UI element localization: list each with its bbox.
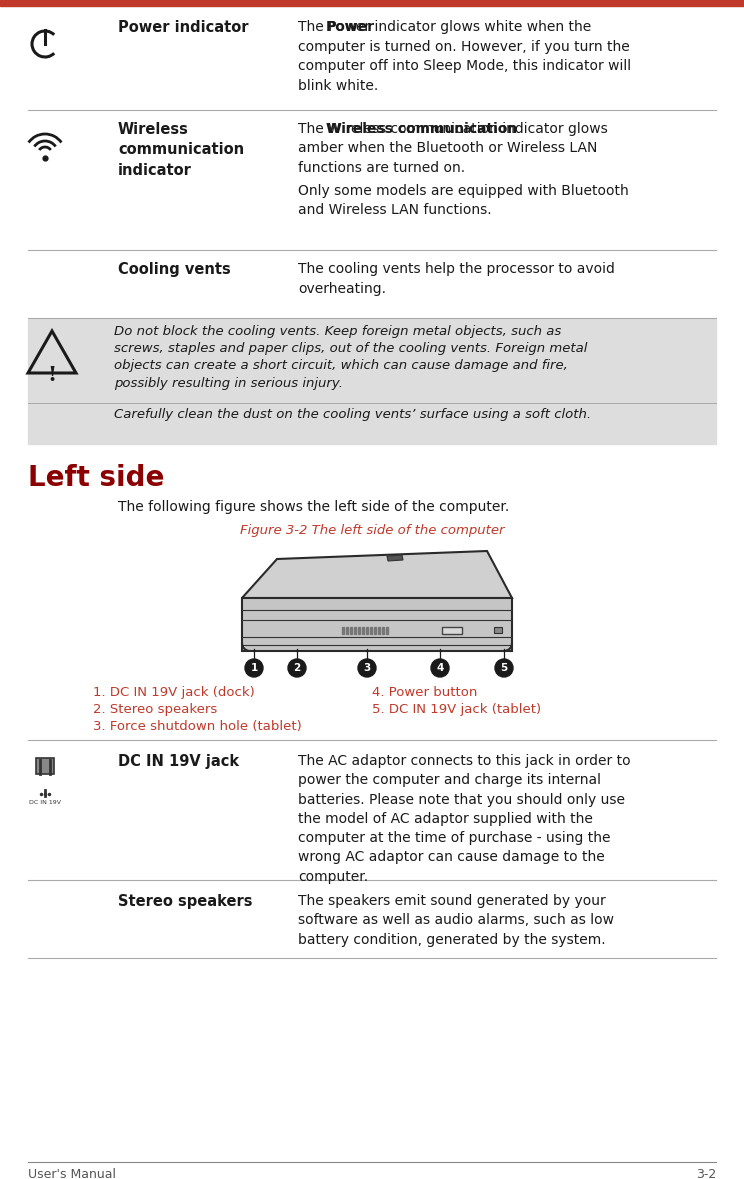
Bar [346,627,348,634]
Text: 4: 4 [436,663,443,673]
Text: 3. Force shutdown hole (tablet): 3. Force shutdown hole (tablet) [93,720,302,733]
Text: 3-2: 3-2 [696,1168,716,1179]
Text: Only some models are equipped with Bluetooth
and Wireless LAN functions.: Only some models are equipped with Bluet… [298,184,629,217]
Text: The Wireless communication indicator glows
amber when the Bluetooth or Wireless : The Wireless communication indicator glo… [298,121,608,174]
Text: DC IN 19V: DC IN 19V [29,801,61,805]
Bar [354,627,356,634]
Text: User's Manual: User's Manual [28,1168,116,1179]
Bar [362,627,364,634]
Circle shape [288,659,306,677]
Text: Left side: Left side [28,465,164,492]
Circle shape [495,659,513,677]
Bar [350,627,352,634]
Text: Power: Power [326,20,375,34]
Text: The AC adaptor connects to this jack in order to
power the computer and charge i: The AC adaptor connects to this jack in … [298,755,631,884]
Circle shape [431,659,449,677]
Text: 1: 1 [251,663,257,673]
Bar [378,627,380,634]
Text: The cooling vents help the processor to avoid
overheating.: The cooling vents help the processor to … [298,262,615,296]
Text: DC IN 19V jack: DC IN 19V jack [118,755,239,769]
Circle shape [245,659,263,677]
Bar [0,0,744,6]
Bar [36,758,54,773]
Text: The Power indicator glows white when the
computer is turned on. However, if you : The Power indicator glows white when the… [298,20,631,92]
Text: Cooling vents: Cooling vents [118,262,231,277]
Bar [442,627,462,634]
Bar [370,627,372,634]
Text: Carefully clean the dust on the cooling vents’ surface using a soft cloth.: Carefully clean the dust on the cooling … [114,408,591,421]
Text: 5: 5 [501,663,507,673]
Bar [342,627,344,634]
Bar [28,320,716,444]
Text: Do not block the cooling vents. Keep foreign metal objects, such as
screws, stap: Do not block the cooling vents. Keep for… [114,325,587,389]
Bar [374,627,376,634]
Bar [358,627,360,634]
Text: 2: 2 [293,663,301,673]
Text: Wireless communication: Wireless communication [326,121,517,136]
Text: 1. DC IN 19V jack (dock): 1. DC IN 19V jack (dock) [93,686,254,699]
Text: Power indicator: Power indicator [118,20,248,35]
Text: 5. DC IN 19V jack (tablet): 5. DC IN 19V jack (tablet) [372,703,541,716]
Text: Figure 3-2 The left side of the computer: Figure 3-2 The left side of the computer [240,523,504,536]
Polygon shape [387,555,403,561]
Circle shape [358,659,376,677]
Bar [494,627,502,633]
Text: 2. Stereo speakers: 2. Stereo speakers [93,703,217,716]
Text: The speakers emit sound generated by your
software as well as audio alarms, such: The speakers emit sound generated by you… [298,894,614,947]
Text: 4. Power button: 4. Power button [372,686,478,699]
Bar [386,627,388,634]
Text: !: ! [48,365,57,386]
Text: 3: 3 [363,663,371,673]
Bar [382,627,384,634]
Polygon shape [242,598,512,651]
Text: Stereo speakers: Stereo speakers [118,894,252,909]
Text: The following figure shows the left side of the computer.: The following figure shows the left side… [118,500,509,514]
Text: Wireless
communication
indicator: Wireless communication indicator [118,121,244,178]
Polygon shape [242,551,512,598]
Bar [366,627,368,634]
